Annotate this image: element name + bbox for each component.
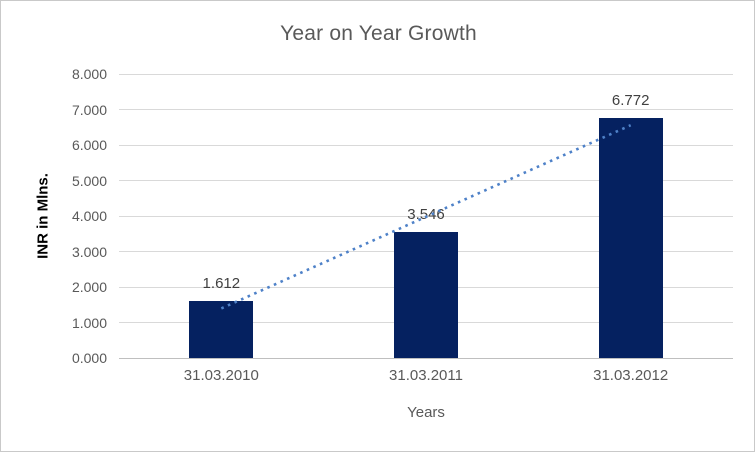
y-tick-label: 6.000 — [71, 137, 107, 153]
y-tick-label: 1.000 — [71, 314, 107, 331]
bar — [394, 232, 458, 358]
y-tick-label: 3.000 — [71, 243, 107, 260]
x-tick-label: 31.03.2012 — [593, 367, 669, 384]
y-tick-label: 8.000 — [71, 66, 107, 82]
bar — [189, 300, 254, 358]
data-label: 6.772 — [611, 91, 650, 109]
data-label: 1.612 — [202, 274, 241, 292]
data-label: 3.546 — [407, 206, 445, 224]
x-axis-line — [119, 357, 733, 359]
y-tick-label: 7.000 — [71, 101, 107, 118]
y-tick-label: 5.000 — [71, 172, 107, 189]
x-tick-label: 31.03.2011 — [389, 367, 463, 384]
gridline — [119, 109, 733, 110]
y-tick-label: 4.000 — [71, 208, 107, 224]
bar — [598, 117, 663, 358]
x-axis-title: Years — [407, 404, 445, 421]
y-tick-label: 2.000 — [71, 279, 107, 295]
x-tick-label: 31.03.2010 — [183, 367, 259, 384]
gridline — [119, 73, 733, 75]
chart-title: Year on Year Growth — [280, 22, 477, 45]
y-tick-label: 0.000 — [71, 350, 107, 366]
